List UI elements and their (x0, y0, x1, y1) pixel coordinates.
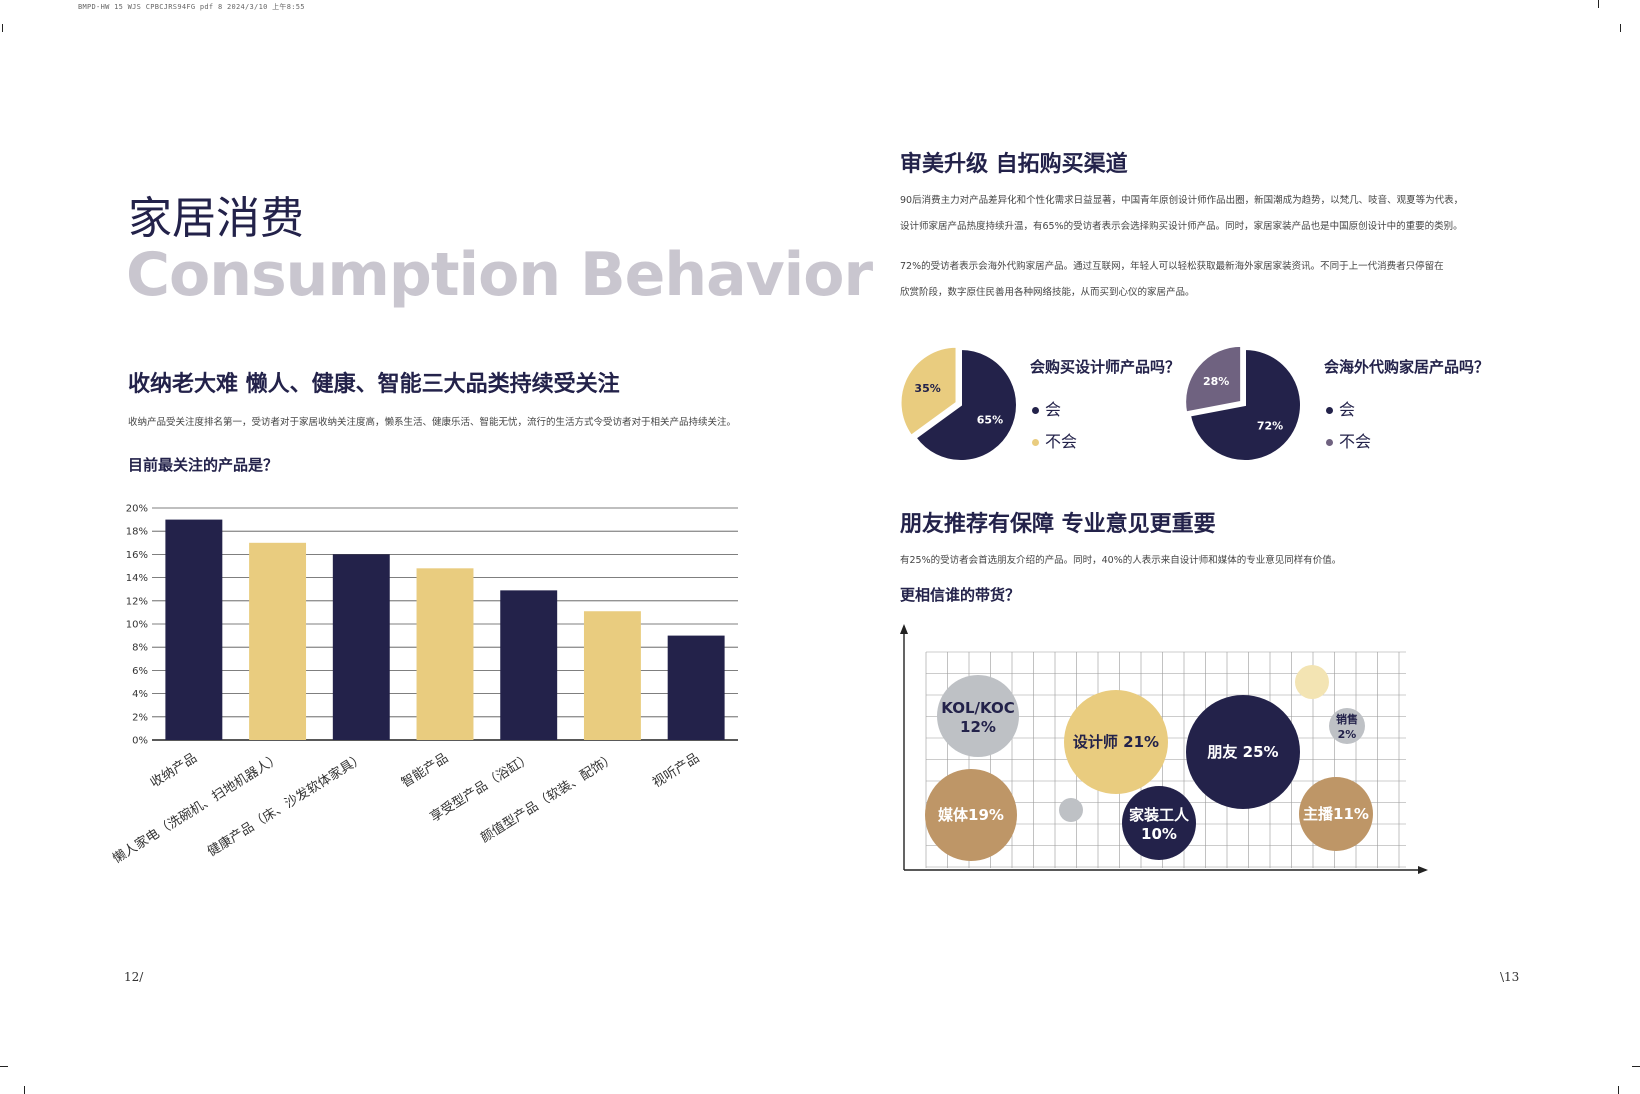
bubble-label: 主播11% (1303, 805, 1369, 823)
section-body: 有25%的受访者会首选朋友介绍的产品。同时，40%的人表示来自设计师和媒体的专业… (900, 555, 1342, 566)
legend-dot-icon (1326, 407, 1333, 414)
legend-label: 会 (1045, 400, 1062, 419)
page-title: 家居消费 (128, 193, 304, 244)
section-body-line: 欣赏阶段，数字原住民善用各种网络技能，从而买到心仪的家居产品。 (900, 287, 1195, 298)
legend-label: 不会 (1045, 432, 1078, 451)
y-tick-label: 8% (132, 643, 148, 654)
legend-item: 不会 (1032, 428, 1077, 452)
section-body-line: 设计师家居产品热度持续升温，有65%的受访者表示会选择购买设计师产品。同时，家居… (900, 221, 1463, 232)
pie-question: 会海外代购家居产品吗？ (1324, 358, 1490, 376)
bubble (1299, 777, 1373, 851)
bubble (1064, 690, 1168, 794)
bubble (1329, 708, 1365, 744)
pie-slice (899, 345, 958, 438)
legend-dot-icon (1326, 439, 1333, 446)
bubble-label: 家装工人 (1129, 806, 1190, 824)
bar (583, 611, 641, 740)
pie-value-label: 65% (977, 414, 1003, 427)
chart-question: 目前最关注的产品是？ (128, 456, 279, 474)
bubble (1186, 695, 1300, 809)
legend-label: 会 (1339, 400, 1356, 419)
legend-item: 会 (1326, 396, 1355, 420)
pie-value-label: 72% (1257, 420, 1283, 433)
x-tick-label: 视听产品 (650, 751, 702, 791)
bubble-value-label: 2% (1338, 728, 1357, 741)
bar (667, 635, 725, 740)
y-tick-label: 4% (132, 689, 148, 700)
page-title-english: Consumption Behavior (126, 240, 873, 310)
legend-dot-icon (1032, 407, 1039, 414)
bubble-label: 销售 (1336, 712, 1358, 726)
section-body-line: 72%的受访者表示会海外代购家居产品。通过互联网，年轻人可以轻松获取最新海外家居… (900, 261, 1444, 272)
legend-item: 会 (1032, 396, 1061, 420)
print-slug: BMPD-HW 15 WJS CPBCJRS94FG pdf 8 2024/3/… (78, 3, 305, 11)
y-tick-label: 0% (132, 736, 148, 747)
pie-chart-designer: 65% 35% (899, 345, 1018, 462)
bar (332, 554, 390, 740)
x-tick-label: 智能产品 (399, 751, 451, 791)
section-heading: 审美升级 自拓购买渠道 (900, 152, 1128, 177)
section-heading: 朋友推荐有保障 专业意见更重要 (900, 512, 1216, 537)
pie-slice (1184, 344, 1243, 414)
pie-value-label: 35% (914, 382, 940, 395)
y-tick-label: 14% (126, 573, 148, 584)
chart-question: 更相信谁的带货？ (900, 586, 1021, 604)
bar-chart: 0% 2% 4% 6% 8% 10% 12% 14% 16% 18% 20% 收纳产品懒人家电（洗碗机… (110, 504, 738, 867)
section-heading: 收纳老大难 懒人、健康、智能三大品类持续受关注 (128, 372, 620, 397)
pie-chart-overseas: 72% 28% (1184, 344, 1302, 462)
bubble-label: KOL/KOC (941, 699, 1014, 717)
y-tick-label: 20% (126, 504, 148, 515)
y-tick-label: 12% (126, 596, 148, 607)
bubble-label: 设计师 21% (1073, 733, 1159, 751)
crop-mark (24, 1086, 25, 1094)
section-body: 收纳产品受关注度排名第一，受访者对于家居收纳关注度高，懒系生活、健康乐活、智能无… (128, 417, 737, 428)
pie-value-label: 28% (1203, 375, 1229, 388)
bubble-label: 媒体19% (938, 806, 1004, 824)
y-tick-label: 2% (132, 712, 148, 723)
crop-mark (1632, 1066, 1640, 1067)
crop-mark (0, 1066, 8, 1067)
bar (165, 519, 223, 740)
legend-item: 不会 (1326, 428, 1371, 452)
y-tick-label: 10% (126, 620, 148, 631)
x-tick-label: 颜值型产品（软装、配饰） (478, 750, 619, 846)
bar (500, 590, 558, 740)
pie-question: 会购买设计师产品吗？ (1030, 358, 1181, 376)
bar (249, 542, 307, 740)
legend-label: 不会 (1339, 432, 1372, 451)
y-tick-label: 18% (126, 527, 148, 538)
bubble (937, 675, 1019, 757)
y-tick-label: 16% (126, 550, 148, 561)
section-body-line: 90后消费主力对产品差异化和个性化需求日益显著，中国青年原创设计师作品出圈，新国… (900, 195, 1464, 206)
bubble-value-label: 12% (960, 718, 996, 736)
bubble-value-label: 10% (1141, 825, 1177, 843)
y-axis-arrow-icon (900, 624, 908, 634)
crop-mark (1620, 24, 1621, 32)
y-tick-label: 6% (132, 666, 148, 677)
crop-mark (1618, 1086, 1619, 1094)
x-axis-arrow-icon (1418, 866, 1428, 874)
crop-mark (2, 24, 3, 32)
bubble (1122, 786, 1196, 860)
legend-dot-icon (1032, 439, 1039, 446)
bubble (1059, 798, 1083, 822)
bubble-label: 朋友 25% (1207, 743, 1278, 761)
bubble (1295, 665, 1329, 699)
x-tick-label: 健康产品（床、沙发软体家具） (205, 750, 368, 860)
page-number: 12/ (124, 970, 144, 984)
pie-slice (1188, 347, 1302, 462)
bar (416, 568, 474, 740)
bubble (925, 769, 1017, 861)
crop-mark (1598, 0, 1599, 8)
pie-slice (914, 347, 1018, 462)
x-tick-label: 收纳产品 (148, 751, 200, 791)
x-tick-label: 懒人家电（洗碗机、扫地机器人） (110, 750, 284, 867)
page-number: \13 (1500, 970, 1520, 984)
